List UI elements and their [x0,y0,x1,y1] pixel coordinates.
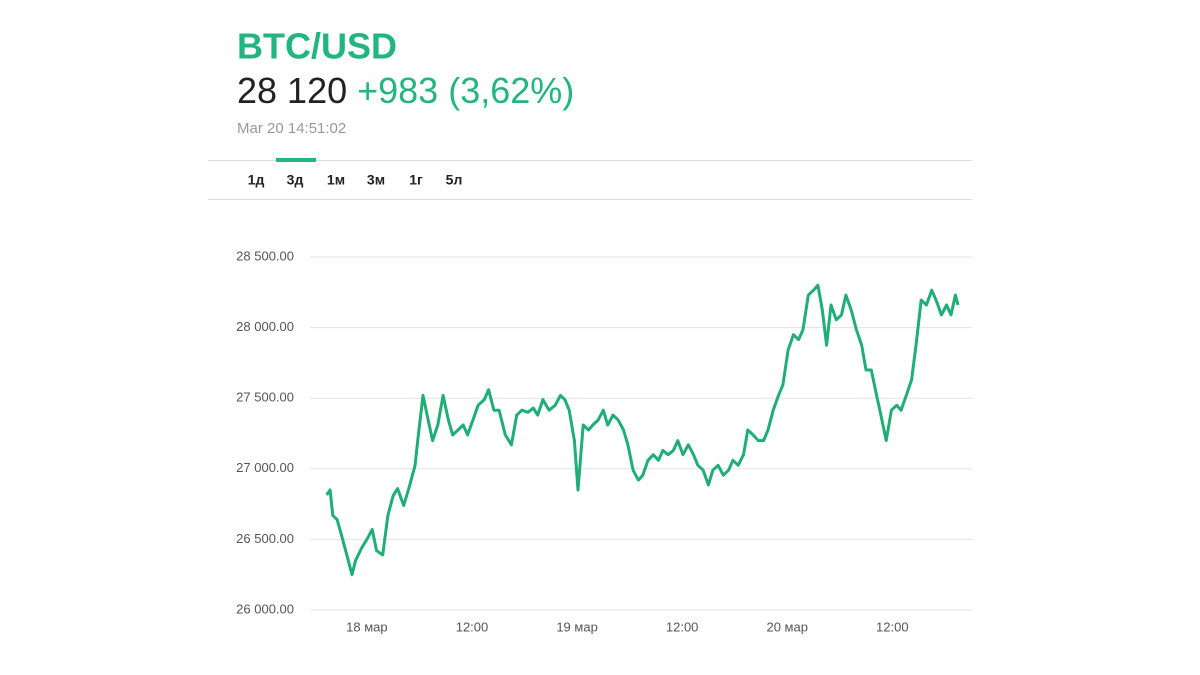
tab[interactable]: 1д [248,172,265,188]
y-tick-label: 28 000.00 [236,319,294,334]
y-tick-label: 28 500.00 [236,248,294,263]
x-tick-label: 19 мар [556,619,597,634]
x-tick-label: 12:00 [456,619,489,634]
price-line [325,283,960,577]
y-tick-label: 27 000.00 [236,460,294,475]
y-tick-label: 26 500.00 [236,531,294,546]
y-tick-label: 26 000.00 [236,601,294,616]
active-tab-indicator [276,158,316,162]
tabs: 1д 3д 1м 3м 1г 5л [248,158,463,188]
x-tick-label: 12:00 [666,619,699,634]
timestamp: Mar 20 14:51:02 [237,120,346,137]
x-tick-label: 18 мар [346,619,387,634]
plot: 26 000.00 26 500.00 27 000.00 27 500.00 28 0… [236,248,972,634]
tab[interactable]: 5л [446,172,463,188]
price: 28 120 [237,70,347,111]
tab[interactable]: 3д [287,172,304,188]
tab[interactable]: 1м [327,172,345,188]
price-line: 28 120 +983 (3,62%) [237,70,574,111]
tab[interactable]: 1г [409,172,423,188]
y-tick-label: 27 500.00 [236,390,294,405]
x-tick-label: 12:00 [876,619,909,634]
price-change: +983 (3,62%) [357,70,574,111]
tab[interactable]: 3м [367,172,385,188]
x-tick-label: 20 мар [766,619,807,634]
ticker-title: BTC/USD [237,26,397,67]
